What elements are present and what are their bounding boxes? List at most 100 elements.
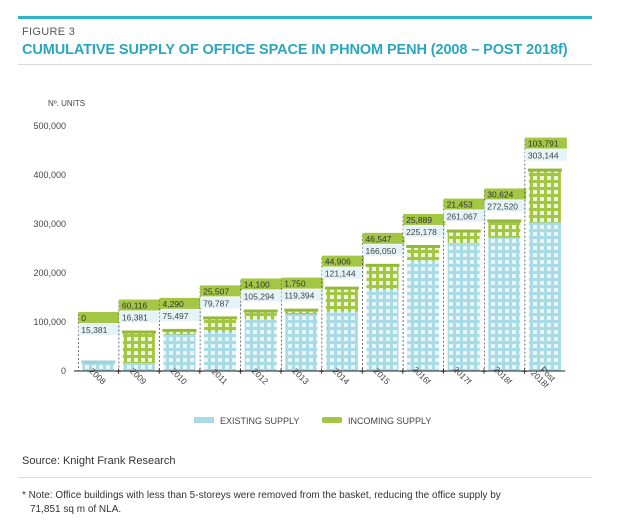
existing-label: 119,394 [284,291,314,301]
bar-incoming [528,171,561,223]
y-tick-label: 0 [61,366,66,376]
bar-cap [203,316,238,320]
incoming-label-box [159,297,202,309]
legend-swatch-existing [194,417,214,423]
bar-cap [284,308,319,312]
legend-label-existing: EXISTING SUPPLY [220,416,299,426]
existing-label-box [159,309,202,321]
existing-label-box [403,225,446,237]
incoming-label-box [78,312,121,323]
incoming-label-box [200,285,243,297]
plus-marker: + [318,366,324,378]
bar-cap [243,309,278,313]
existing-label: 105,294 [244,291,275,301]
footnote-line-1: * Note: Office buildings with less than … [22,490,501,501]
bar-incoming [325,289,358,312]
bar-existing [244,319,277,371]
incoming-label-box [524,137,567,149]
bar-cap [121,330,156,334]
incoming-label-box [118,299,161,311]
existing-label-box [524,149,567,161]
bar-incoming [163,331,196,335]
existing-label-box [78,324,121,335]
y-axis: 0 100,000 200,000 300,000 400,000 500,000 [33,121,66,376]
y-tick-label: 400,000 [33,170,66,180]
incoming-label: 103,791 [528,139,559,149]
footnote: * Note: Office buildings with less than … [22,489,582,517]
existing-label-box [240,290,283,302]
y-tick-label: 300,000 [33,219,66,229]
plus-marker: + [521,366,527,378]
existing-label: 15,381 [81,325,107,335]
plus-marker: + [278,366,284,378]
existing-label: 166,050 [366,246,397,256]
plus-marker: + [237,366,243,378]
incoming-label: 25,889 [406,215,432,225]
existing-label: 272,520 [487,201,518,211]
incoming-label-box [362,232,405,244]
incoming-label-box [484,188,527,200]
bar-incoming [488,222,521,238]
bar-cap [487,219,522,223]
incoming-label-box [321,255,364,267]
bar-incoming [366,266,399,290]
existing-label: 16,381 [122,313,148,323]
plus-marker: + [400,366,406,378]
footer-divider [18,477,592,478]
source-text: Source: Knight Frank Research [22,455,176,467]
bar-cap [527,168,562,172]
incoming-label: 1,750 [284,279,306,289]
bar-existing [366,289,399,371]
bar-incoming [285,311,318,315]
bar-existing [285,312,318,371]
bar-existing [122,362,155,371]
legend-swatch-incoming [322,417,342,423]
legend-label-incoming: INCOMING SUPPLY [348,416,431,426]
bar-existing [204,331,237,371]
incoming-label: 4,290 [163,299,185,309]
existing-label: 303,144 [528,151,559,161]
bar-existing [163,334,196,371]
bar-existing [447,243,480,371]
title-divider [18,64,592,65]
incoming-label: 21,453 [447,200,473,210]
footnote-line-2: 71,851 sq m of NLA. [30,504,122,515]
top-accent-bar [18,16,592,19]
bar-existing [325,311,358,371]
incoming-label: 44,906 [325,257,351,267]
incoming-label-box [240,278,283,290]
bar-cap [324,286,359,290]
figure-label: FIGURE 3 [22,26,76,38]
existing-label: 75,497 [163,311,189,321]
existing-label-box [362,244,405,256]
incoming-label: 25,507 [203,286,229,296]
bar-incoming [407,247,440,261]
y-axis-label: Nº. UNITS [48,99,85,108]
bar-cap [365,263,400,267]
incoming-label: 60,116 [122,301,148,311]
incoming-label: 46,547 [366,234,392,244]
plus-marker: + [197,366,203,378]
chart-title: CUMULATIVE SUPPLY OF OFFICE SPACE IN PHN… [22,42,568,58]
incoming-label: 14,100 [244,279,270,289]
bar-incoming [204,319,237,332]
bars-group [81,168,562,371]
existing-label-box [118,311,161,323]
bar-cap [81,360,116,364]
bar-cap [162,328,197,332]
existing-label: 79,787 [203,298,229,308]
incoming-label-box [281,277,324,289]
existing-label-box [200,297,243,309]
incoming-label-box [443,198,486,210]
existing-label-box [484,200,527,212]
bar-existing [82,363,115,371]
existing-label-box [321,267,364,279]
bar-existing [488,237,521,371]
plus-marker: + [156,366,162,378]
existing-label-box [281,289,324,301]
bar-incoming [447,232,480,244]
bar-incoming [122,333,155,363]
plus-marker: + [359,366,365,378]
existing-label-box [443,210,486,222]
legend: EXISTING SUPPLY INCOMING SUPPLY [194,416,431,426]
